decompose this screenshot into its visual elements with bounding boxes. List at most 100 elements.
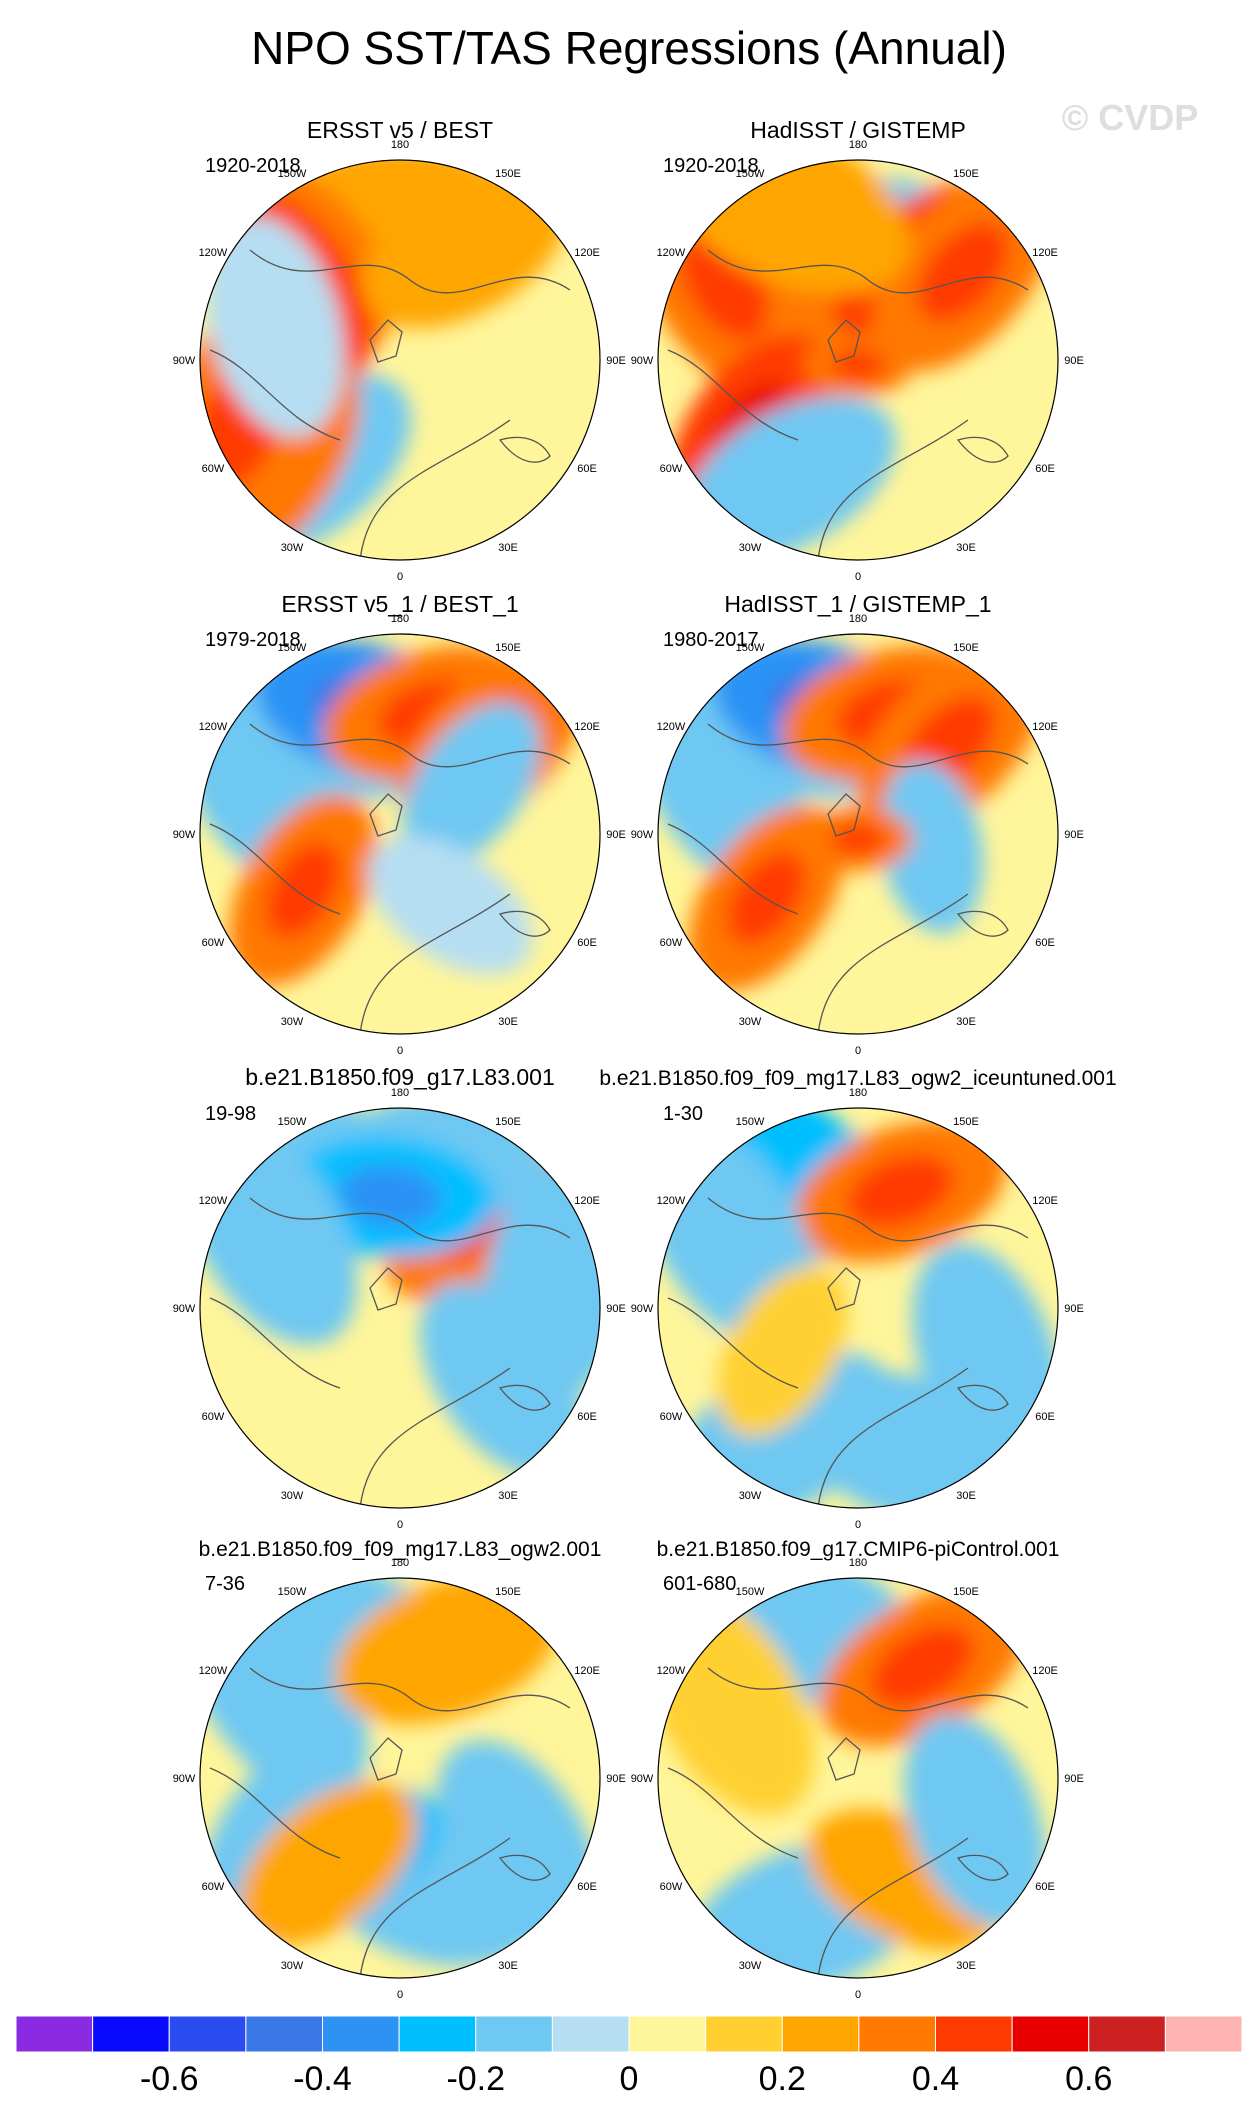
longitude-label: 90E [1064,829,1084,841]
colorbar-swatch [935,2015,1013,2053]
panel-grid: ERSST v5 / BEST 1920-2018 180 150E 120E 90E 60… [173,117,1117,2001]
panel-title: b.e21.B1850.f09_g17.L83.001 [245,1064,555,1090]
longitude-label: 120W [199,721,228,733]
panel-period: 1920-2018 [205,155,301,177]
map-border [199,1107,601,1509]
colorbar-tick-label: 0 [620,2060,639,2098]
longitude-label: 30W [739,542,762,554]
longitude-label: 150W [278,1586,307,1598]
longitude-label: 30E [498,1490,518,1502]
longitude-label: 60W [660,937,683,949]
longitude-label: 150W [278,168,307,180]
colorbar-swatch [628,2015,707,2053]
longitude-label: 30E [956,1960,976,1972]
colorbar-swatch [705,2015,783,2053]
longitude-label: 150E [495,642,521,654]
regression-core [338,1165,443,1228]
longitude-label: 120W [657,247,686,259]
regression-core [830,349,886,381]
longitude-label: 30W [739,1016,762,1028]
figure-title: NPO SST/TAS Regressions (Annual) [251,22,1007,74]
map-panel: b.e21.B1850.f09_f09_mg17.L83_ogw2_iceunt… [599,1067,1116,1531]
longitude-label: 30E [956,542,976,554]
longitude-label: 120W [657,1195,686,1207]
coastlines [667,1667,1029,1978]
panel-title: HadISST_1 / GISTEMP_1 [724,591,991,617]
panel-title: b.e21.B1850.f09_f09_mg17.L83_ogw2_iceunt… [599,1067,1116,1090]
panel-period: 1-30 [663,1103,703,1125]
longitude-label: 90W [631,1773,654,1785]
longitude-label: 180 [849,613,867,625]
longitude-label: 90E [606,1773,626,1785]
longitude-label: 120W [199,1195,228,1207]
longitude-label: 120E [574,1195,600,1207]
coastlines [667,1197,1029,1508]
longitude-label: 150E [495,168,521,180]
longitude-label: 120E [1032,247,1058,259]
regression-anomaly [716,1266,849,1437]
colorbar-swatch [781,2015,860,2053]
longitude-label: 60W [202,463,225,475]
longitude-label: 150W [736,642,765,654]
longitude-label: 60W [202,1411,225,1423]
longitude-label: 120E [1032,721,1058,733]
panel-title: HadISST / GISTEMP [750,117,966,143]
longitude-label: 90E [1064,355,1084,367]
map-border [199,159,601,561]
longitude-label: 30W [281,1960,304,1972]
longitude-label: 60E [1035,1881,1055,1893]
map-panel: b.e21.B1850.f09_g17.CMIP6-piControl.001 6… [631,1538,1084,2001]
colorbar-swatch [168,2015,247,2053]
panel-title: ERSST v5 / BEST [307,117,493,143]
longitude-label: 30E [498,542,518,554]
map-panel: ERSST v5 / BEST 1920-2018 180 150E 120E 90E 60… [173,117,626,583]
longitude-label: 60W [202,1881,225,1893]
longitude-label: 90E [606,1303,626,1315]
colorbar-tick-label: 0.4 [912,2060,959,2098]
longitude-label: 120E [1032,1195,1058,1207]
panel-period: 1980-2017 [663,629,759,651]
longitude-label: 90W [631,829,654,841]
longitude-label: 30E [498,1960,518,1972]
regression-core [917,222,1009,322]
map-border [657,1577,1059,1979]
longitude-label: 0 [397,1045,403,1057]
longitude-label: 60W [660,1411,683,1423]
longitude-label: 90W [173,829,196,841]
longitude-label: 150E [495,1116,521,1128]
longitude-label: 30E [956,1016,976,1028]
longitude-label: 150E [495,1586,521,1598]
longitude-label: 90E [1064,1773,1084,1785]
longitude-label: 90E [606,829,626,841]
longitude-label: 30W [281,542,304,554]
longitude-label: 150W [736,1586,765,1598]
coastlines [209,249,571,560]
longitude-label: 30E [498,1016,518,1028]
panel-period: 601-680 [663,1573,736,1595]
colorbar-tick-label: 0.2 [759,2060,806,2098]
longitude-label: 90W [173,355,196,367]
panel-period: 7-36 [205,1573,245,1595]
longitude-label: 60W [660,463,683,475]
regression-anomaly [361,168,568,328]
map-panel: HadISST / GISTEMP 1920-2018 180 150E 120E 90E… [631,117,1084,583]
regression-core [830,823,886,855]
longitude-label: 0 [397,1519,403,1531]
map-border [199,1577,601,1979]
longitude-label: 30W [281,1490,304,1502]
colorbar-swatch [322,2015,400,2053]
longitude-label: 150E [953,642,979,654]
longitude-label: 120W [199,1665,228,1677]
longitude-label: 0 [855,571,861,583]
longitude-label: 60W [202,937,225,949]
colorbar-swatch [92,2015,170,2053]
map-border [657,633,1059,1035]
colorbar-swatch [15,2015,94,2053]
longitude-label: 150W [736,1116,765,1128]
longitude-label: 90W [173,1303,196,1315]
longitude-label: 60E [1035,937,1055,949]
longitude-label: 60W [660,1881,683,1893]
longitude-label: 120W [199,247,228,259]
longitude-label: 150W [278,642,307,654]
longitude-label: 90W [631,355,654,367]
